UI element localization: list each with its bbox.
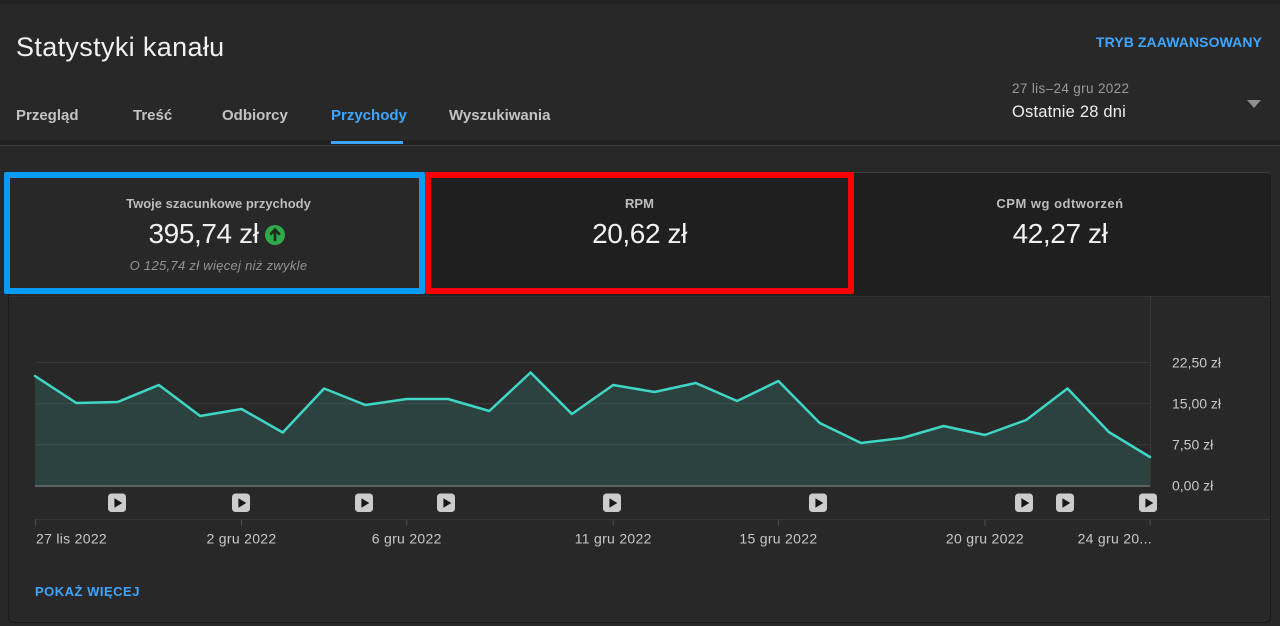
svg-text:2 gru 2022: 2 gru 2022 — [207, 531, 277, 547]
svg-text:22,50 zł: 22,50 zł — [1172, 355, 1222, 371]
svg-text:27 lis 2022: 27 lis 2022 — [36, 531, 107, 547]
svg-text:20 gru 2022: 20 gru 2022 — [946, 531, 1024, 547]
svg-text:15 gru 2022: 15 gru 2022 — [739, 531, 817, 547]
svg-text:15,00 zł: 15,00 zł — [1172, 396, 1222, 412]
svg-text:24 gru 20...: 24 gru 20... — [1078, 531, 1152, 547]
svg-text:7,50 zł: 7,50 zł — [1172, 437, 1214, 453]
svg-text:11 gru 2022: 11 gru 2022 — [575, 531, 652, 547]
svg-text:6 gru 2022: 6 gru 2022 — [372, 531, 442, 547]
svg-text:0,00 zł: 0,00 zł — [1172, 478, 1214, 494]
